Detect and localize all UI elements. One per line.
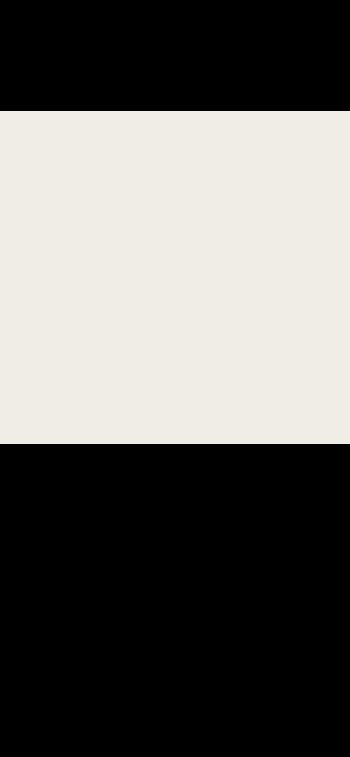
Text: nucleophilic addition reaction and explain your answer by considering the: nucleophilic addition reaction and expla… — [73, 232, 350, 241]
Text: approximate pKa values for the conjugate acids of the potential leaving groups.: approximate pKa values for the conjugate… — [73, 241, 350, 251]
Text: Identify the compounds in: Identify the compounds in — [73, 125, 209, 134]
Text: O: O — [269, 179, 276, 188]
Text: (ii): (ii) — [50, 223, 64, 232]
Text: Et: Et — [170, 179, 180, 187]
Text: 2.: 2. — [14, 125, 23, 134]
Text: compounds in order based on their relative reactivities in a: compounds in order based on their relati… — [141, 223, 350, 232]
Text: O: O — [86, 179, 93, 188]
Text: (i): (i) — [50, 125, 61, 134]
Text: O: O — [183, 150, 189, 157]
Text: Place the: Place the — [73, 223, 123, 232]
Text: Figure 3: Figure 3 — [110, 223, 158, 232]
Text: O: O — [107, 150, 114, 157]
Text: Et: Et — [240, 179, 250, 187]
Text: anhydride.: anhydride. — [73, 135, 128, 144]
Text: O: O — [253, 150, 259, 157]
Text: O: O — [70, 150, 76, 157]
Text: Br: Br — [298, 190, 309, 199]
Text: a.: a. — [30, 125, 39, 134]
Text: that are an ester, an acyl bromide, and an: that are an ester, an acyl bromide, and … — [201, 125, 350, 134]
Text: Figure 3: Figure 3 — [171, 125, 218, 134]
Text: Et: Et — [55, 179, 65, 187]
Text: Et: Et — [125, 179, 135, 187]
Text: Br: Br — [200, 179, 211, 187]
Text: Figure 3: Figure 3 — [151, 201, 199, 210]
